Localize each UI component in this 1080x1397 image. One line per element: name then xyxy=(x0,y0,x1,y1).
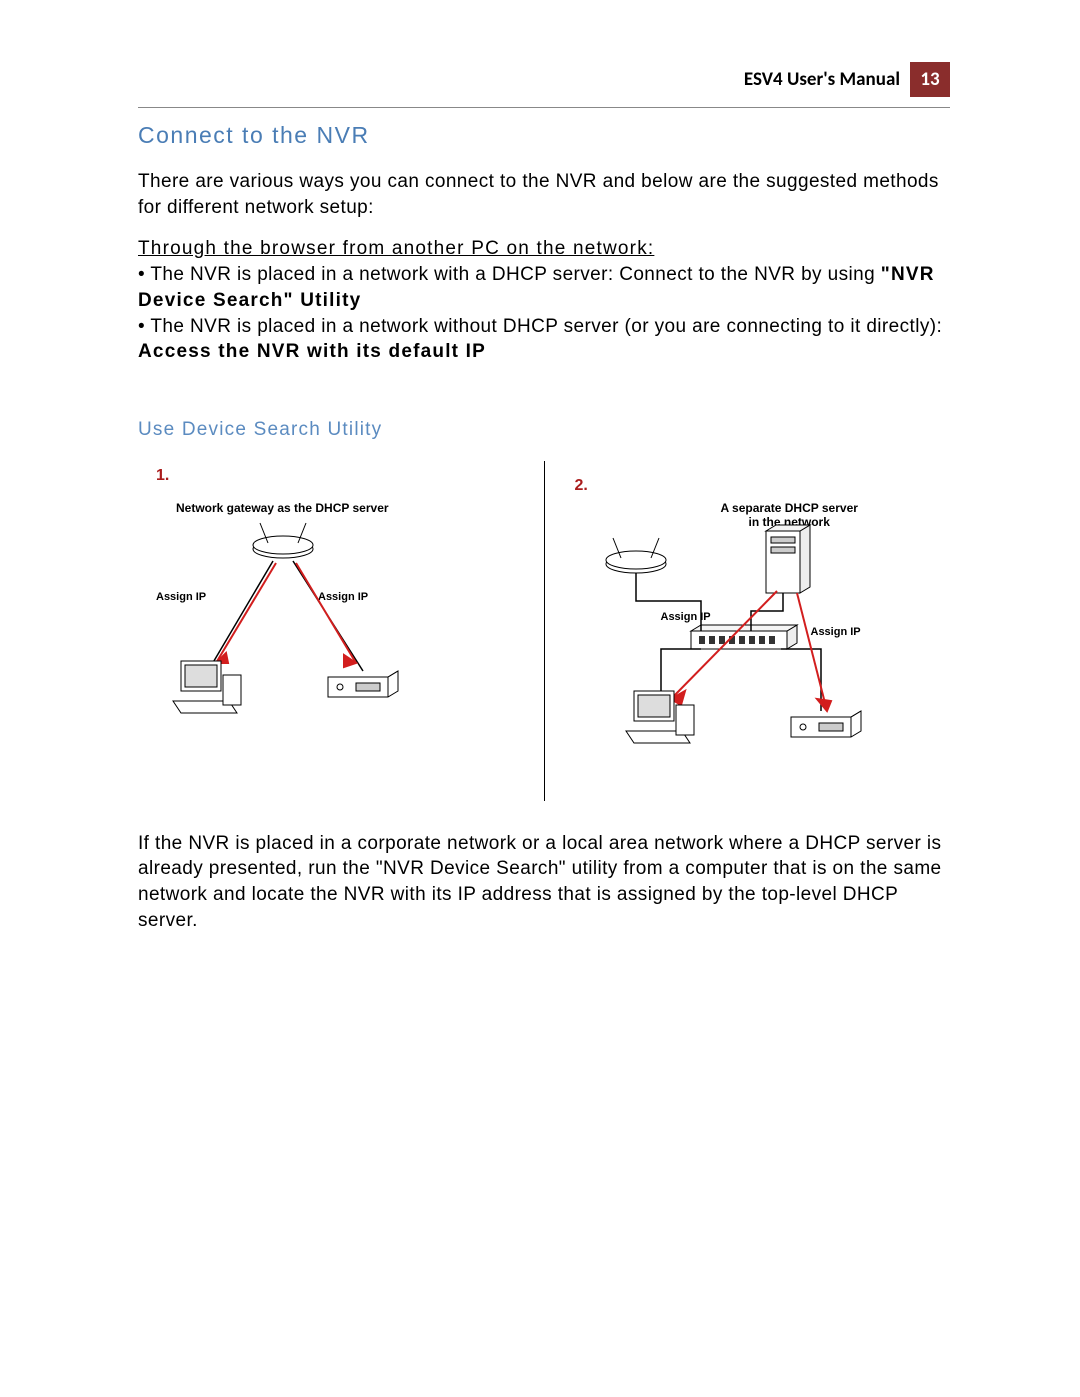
bullet-2-bold: Access the NVR with its default IP xyxy=(138,341,486,362)
router-icon xyxy=(253,523,313,558)
diagram-divider xyxy=(544,461,545,801)
router-icon xyxy=(606,538,666,573)
section-heading: Connect to the NVR xyxy=(138,122,950,149)
header-page-number: 13 xyxy=(910,62,950,97)
panel1-drawing xyxy=(138,461,448,801)
diagram-row: 1. Network gateway as the DHCP server As… xyxy=(138,461,950,801)
sub-heading: Through the browser from another PC on t… xyxy=(138,238,950,260)
bullet-1: • The NVR is placed in a network with a … xyxy=(138,262,950,313)
server-icon xyxy=(766,525,810,593)
diagram-panel-1: 1. Network gateway as the DHCP server As… xyxy=(138,461,538,801)
diagram-panel-2: 2. A separate DHCP server in the network… xyxy=(551,461,951,801)
switch-icon xyxy=(691,625,797,649)
diagram-heading: Use Device Search Utility xyxy=(138,419,950,441)
nvr-icon xyxy=(791,711,861,737)
bullet-1-text: • The NVR is placed in a network with a … xyxy=(138,264,881,285)
bullet-2-text: • The NVR is placed in a network without… xyxy=(138,316,942,337)
panel2-drawing xyxy=(551,461,891,801)
page-header: ESV4 User's Manual 13 xyxy=(138,62,950,97)
page: ESV4 User's Manual 13 Connect to the NVR… xyxy=(0,0,1080,1397)
header-title: ESV4 User's Manual xyxy=(744,68,910,91)
intro-paragraph: There are various ways you can connect t… xyxy=(138,169,950,220)
closing-paragraph: If the NVR is placed in a corporate netw… xyxy=(138,831,950,934)
pc-icon xyxy=(173,661,241,713)
nvr-icon xyxy=(328,671,398,697)
bullet-2: • The NVR is placed in a network without… xyxy=(138,314,950,365)
header-rule xyxy=(138,107,950,108)
